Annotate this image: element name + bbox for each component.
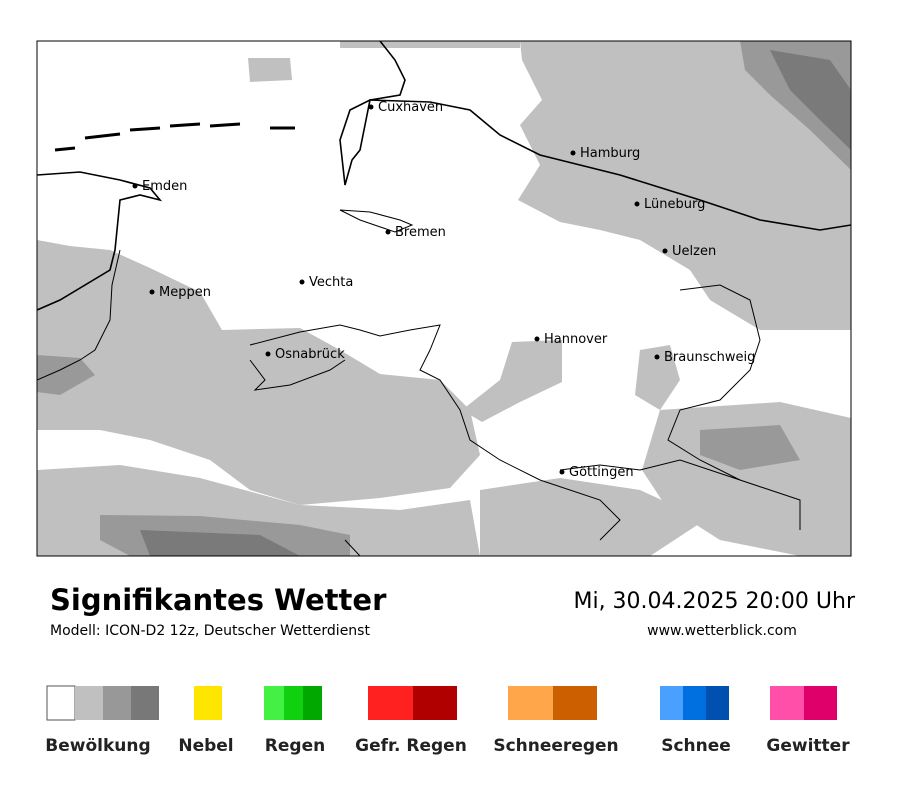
swatch <box>553 686 597 720</box>
city-label: Hamburg <box>580 146 640 161</box>
city-label: Hannover <box>544 332 608 347</box>
datetime: Mi, 30.04.2025 20:00 Uhr <box>573 589 855 614</box>
swatch <box>46 685 76 721</box>
swatch <box>706 686 729 720</box>
swatch <box>103 686 131 720</box>
swatch <box>194 686 222 720</box>
swatch <box>508 686 553 720</box>
city: Hannover <box>534 332 608 347</box>
city: Cuxhaven <box>368 100 443 115</box>
city-label: Cuxhaven <box>378 100 443 115</box>
title: Signifikantes Wetter <box>50 583 387 617</box>
city-label: Meppen <box>159 285 211 300</box>
city: Meppen <box>149 285 211 300</box>
city-label: Göttingen <box>569 465 634 480</box>
city-label: Emden <box>142 179 187 194</box>
swatch <box>368 686 413 720</box>
model-info: Modell: ICON-D2 12z, Deutscher Wetterdie… <box>50 623 370 639</box>
legend-label: Nebel <box>178 736 233 756</box>
website: www.wetterblick.com <box>647 623 797 639</box>
legend-label: Bewölkung <box>45 736 150 756</box>
city-label: Uelzen <box>672 244 716 259</box>
legend: Bewölkung Nebel Regen Gefr. Regen Schnee… <box>45 685 850 756</box>
swatch <box>770 686 804 720</box>
map: Cuxhaven Hamburg Emden Lüneburg Bremen U… <box>37 41 851 556</box>
map-frame <box>36 40 852 557</box>
city: Lüneburg <box>634 197 705 212</box>
swatch <box>303 686 322 720</box>
coastline <box>37 41 851 311</box>
city-label: Bremen <box>395 225 446 240</box>
legend-label: Schneeregen <box>493 736 618 756</box>
city: Vechta <box>299 275 353 290</box>
swatch <box>683 686 706 720</box>
city: Hamburg <box>570 146 640 161</box>
swatch <box>264 686 284 720</box>
city: Braunschweig <box>654 350 755 365</box>
legend-label: Schnee <box>661 736 731 756</box>
city-label: Vechta <box>309 275 353 290</box>
city-label: Lüneburg <box>644 197 705 212</box>
city: Emden <box>132 179 187 194</box>
cities: Cuxhaven Hamburg Emden Lüneburg Bremen U… <box>132 100 755 480</box>
borders <box>37 249 801 556</box>
swatch <box>284 686 303 720</box>
legend-label: Regen <box>265 736 325 756</box>
city-label: Braunschweig <box>664 350 755 365</box>
swatch <box>660 686 683 720</box>
legend-label: Gefr. Regen <box>355 736 467 756</box>
cloud-cover-overcast <box>140 50 851 556</box>
city: Osnabrück <box>265 347 345 362</box>
swatch <box>804 686 837 720</box>
swatch <box>413 686 457 720</box>
city: Göttingen <box>559 465 634 480</box>
swatch <box>131 686 159 720</box>
swatch <box>75 686 103 720</box>
city-label: Osnabrück <box>275 347 345 362</box>
city: Bremen <box>385 225 446 240</box>
legend-label: Gewitter <box>766 736 850 756</box>
city: Uelzen <box>662 244 716 259</box>
